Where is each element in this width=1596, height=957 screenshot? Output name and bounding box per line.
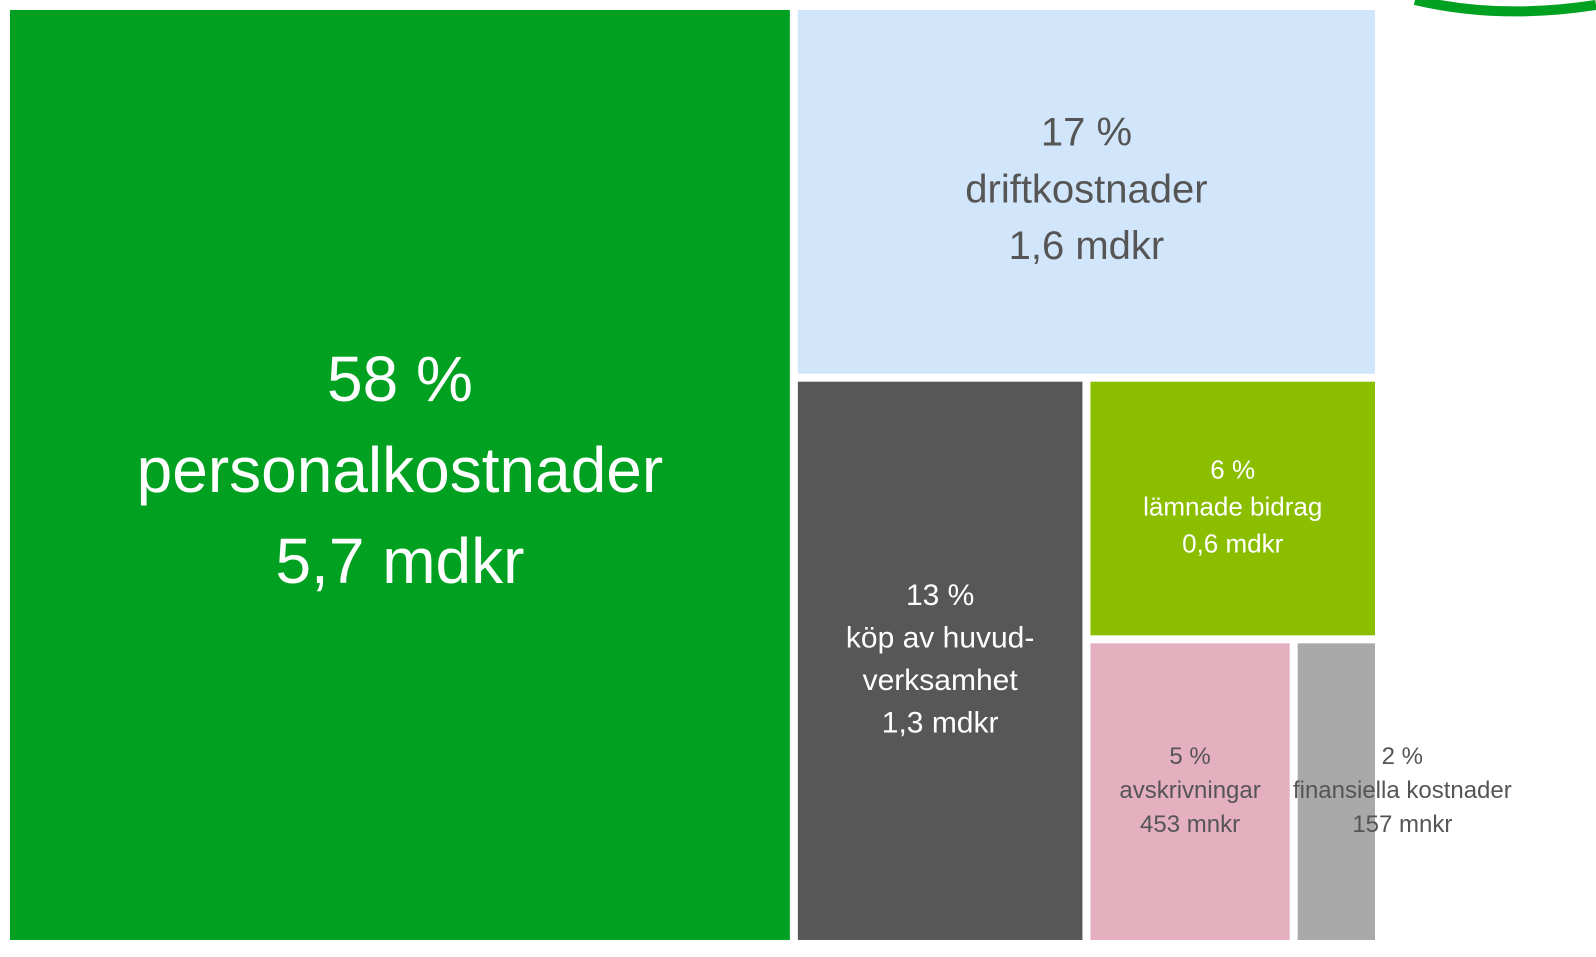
category-label: driftkostnader (965, 167, 1207, 211)
amount-label: 5,7 mdkr (275, 525, 524, 597)
value-label: 17 % (1041, 111, 1132, 155)
tile (797, 10, 1375, 374)
amount-label: 0,6 mdkr (1182, 528, 1283, 558)
tile (1090, 643, 1290, 940)
category-label: avskrivningar (1119, 777, 1260, 804)
amount-label: 157 mnkr (1352, 811, 1452, 838)
amount-label: 453 mnkr (1140, 811, 1240, 838)
decoration (1413, 0, 1596, 17)
value-label: 2 % (1382, 743, 1423, 770)
tile (10, 10, 790, 940)
value-label: 13 % (906, 579, 974, 612)
amount-label: 1,6 mdkr (1009, 224, 1165, 268)
amount-label: 1,3 mdkr (882, 707, 999, 740)
value-label: 6 % (1210, 454, 1255, 484)
category-label: finansiella kostnader (1293, 777, 1512, 804)
category-label: lämnade bidrag (1143, 491, 1322, 521)
value-label: 5 % (1169, 743, 1210, 770)
value-label: 58 % (327, 343, 473, 415)
category-label: personalkostnader (137, 434, 664, 506)
tile (797, 381, 1083, 940)
tile (1090, 381, 1375, 636)
category-label: köp av huvud-verksamhet (846, 621, 1034, 697)
tile (1297, 643, 1375, 940)
